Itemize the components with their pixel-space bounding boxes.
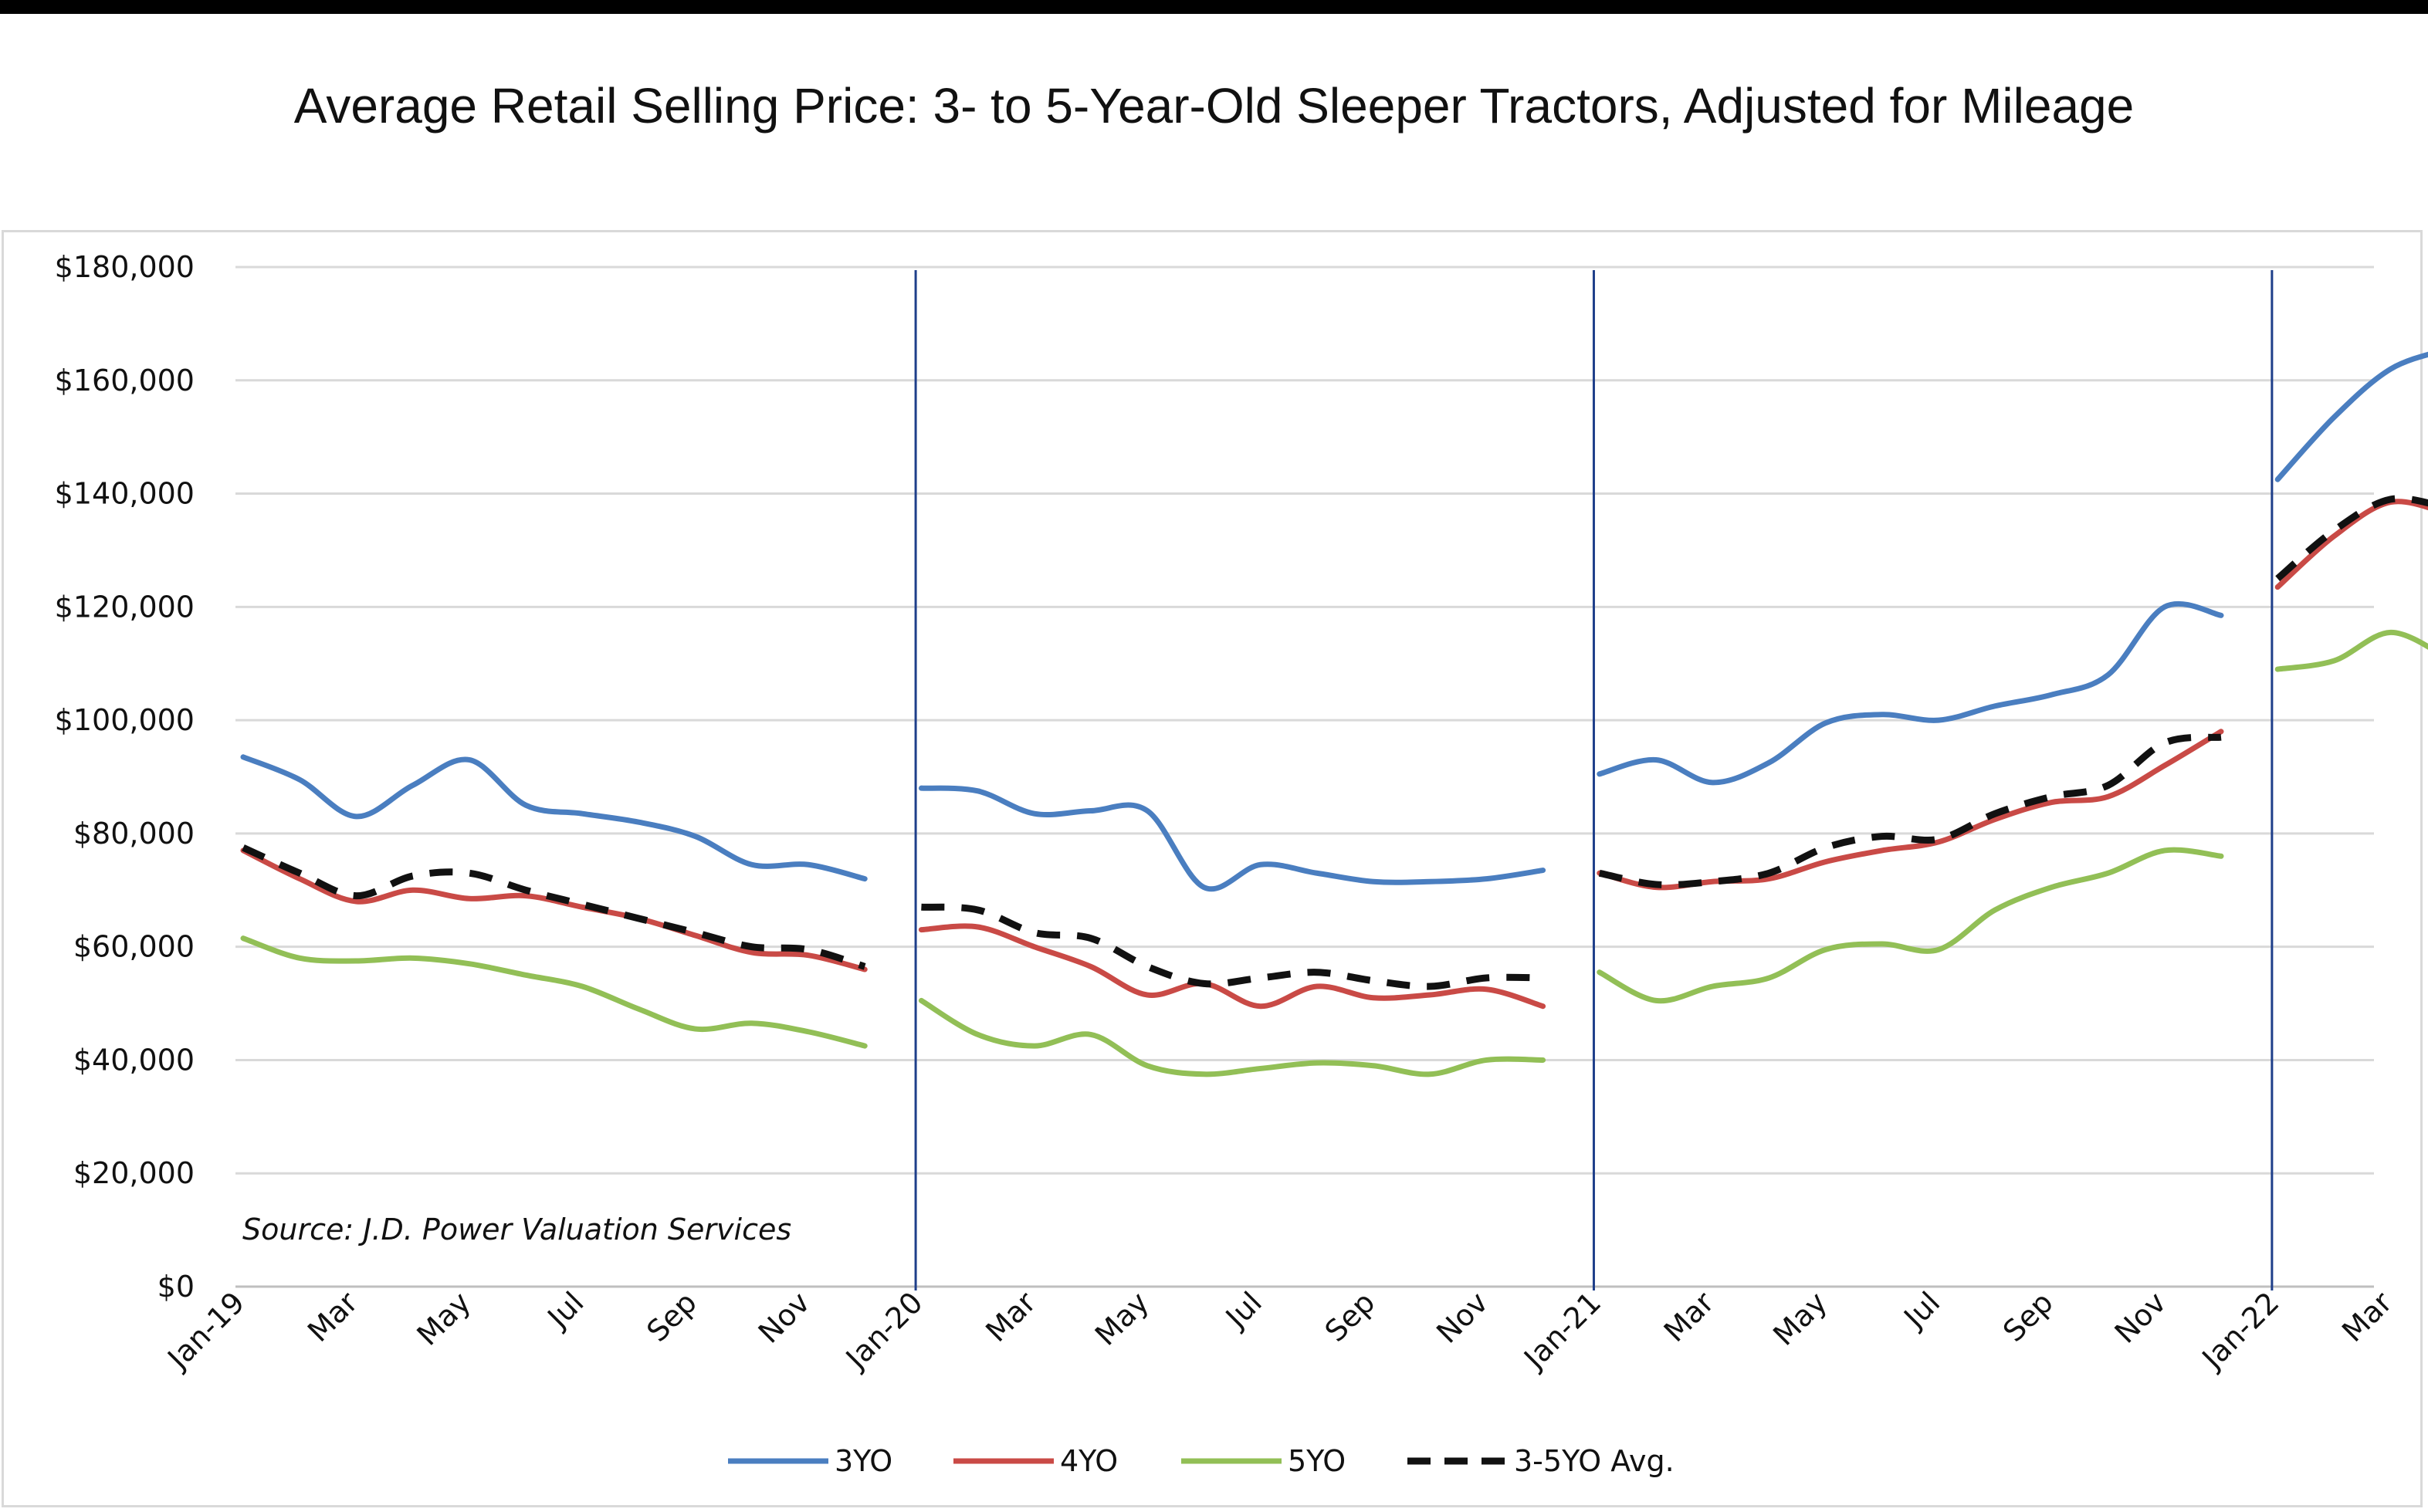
legend-label: 3-5YO Avg. <box>1514 1444 1675 1478</box>
source-note: Source: J.D. Power Valuation Services <box>242 1213 791 1246</box>
y-tick-label: $140,000 <box>55 477 195 511</box>
chart-title: Average Retail Selling Price: 3- to 5-Ye… <box>293 78 2135 134</box>
series-line-3yo <box>918 785 1546 892</box>
y-axis-ticks: $0 $20,000 $40,000 $60,000 $80,000 $100,000 $1… <box>55 250 195 1304</box>
y-tick-label: $80,000 <box>73 817 195 851</box>
series-4yo <box>240 499 2428 1010</box>
y-tick-label: $100,000 <box>55 703 195 737</box>
x-tick-label: Sep <box>1996 1285 2060 1348</box>
gridlines <box>235 266 2374 1288</box>
legend-label: 5YO <box>1288 1444 1346 1478</box>
x-tick-label: Jan-22 <box>2195 1285 2286 1376</box>
x-tick-label: May <box>1089 1285 1156 1352</box>
y-tick-label: $160,000 <box>55 364 195 397</box>
x-tick-label: Sep <box>1319 1285 1382 1348</box>
y-tick-label: $60,000 <box>73 930 195 964</box>
y-tick-label: $120,000 <box>55 590 195 624</box>
x-tick-label: Jul <box>1896 1285 1946 1335</box>
series-line-3yo <box>2274 351 2428 482</box>
x-tick-label: Jan-20 <box>838 1285 930 1376</box>
x-tick-label: Jan-21 <box>1516 1285 1607 1376</box>
series-5yo <box>240 629 2428 1077</box>
series-line-3-5yo-avg <box>242 844 866 970</box>
x-tick-label: Nov <box>752 1285 817 1350</box>
x-tick-label: May <box>410 1285 477 1352</box>
x-tick-label: Nov <box>1430 1285 1495 1350</box>
series-line-5yo <box>240 935 868 1049</box>
series-line-3-5yo-avg <box>1598 733 2222 888</box>
x-tick-label: Nov <box>2108 1285 2173 1350</box>
chart-frame <box>2 230 2423 1507</box>
x-axis-ticks: Jan-19 Mar May Jul Sep Nov Jan-20 Mar May Jul Sep N… <box>161 1285 2399 1376</box>
y-tick-label: $20,000 <box>73 1156 195 1190</box>
legend-label: 3YO <box>835 1444 892 1478</box>
x-tick-label: Sep <box>640 1285 703 1348</box>
series-line-3-5yo-avg <box>921 903 1543 990</box>
series-lines <box>240 351 2428 1077</box>
series-line-4yo <box>1597 729 2224 891</box>
y-tick-label: $180,000 <box>55 250 195 284</box>
x-tick-label: Mar <box>1658 1285 1721 1348</box>
x-tick-label: Mar <box>2335 1285 2399 1348</box>
legend-item-3yo: 3YO <box>728 1444 892 1478</box>
series-line-3-5yo-avg <box>2275 495 2428 582</box>
series-line-5yo <box>918 997 1546 1077</box>
series-3-5yo-avg <box>242 495 2428 990</box>
series-line-3yo <box>240 754 868 882</box>
legend-item-3-5yo-avg: 3-5YO Avg. <box>1407 1444 1675 1478</box>
x-tick-label: Mar <box>301 1285 364 1348</box>
x-tick-label: May <box>1766 1285 1834 1352</box>
year-separators <box>914 270 2274 1290</box>
legend-item-5yo: 5YO <box>1181 1444 1346 1478</box>
series-line-5yo <box>2274 629 2428 672</box>
series-3yo <box>240 351 2428 892</box>
legend-label: 4YO <box>1060 1444 1118 1478</box>
y-tick-label: $0 <box>157 1270 195 1304</box>
series-line-3yo <box>1597 600 2224 786</box>
series-line-5yo <box>1597 847 2224 1004</box>
y-tick-label: $40,000 <box>73 1043 195 1077</box>
x-tick-label: Jul <box>540 1285 591 1335</box>
x-tick-label: Jul <box>1218 1285 1268 1335</box>
x-tick-label: Mar <box>979 1285 1042 1348</box>
series-line-4yo <box>918 923 1546 1010</box>
top-border-bar <box>0 0 2428 14</box>
legend-item-4yo: 4YO <box>953 1444 1118 1478</box>
legend: 3YO 4YO 5YO 3-5YO Avg. <box>728 1444 1675 1478</box>
